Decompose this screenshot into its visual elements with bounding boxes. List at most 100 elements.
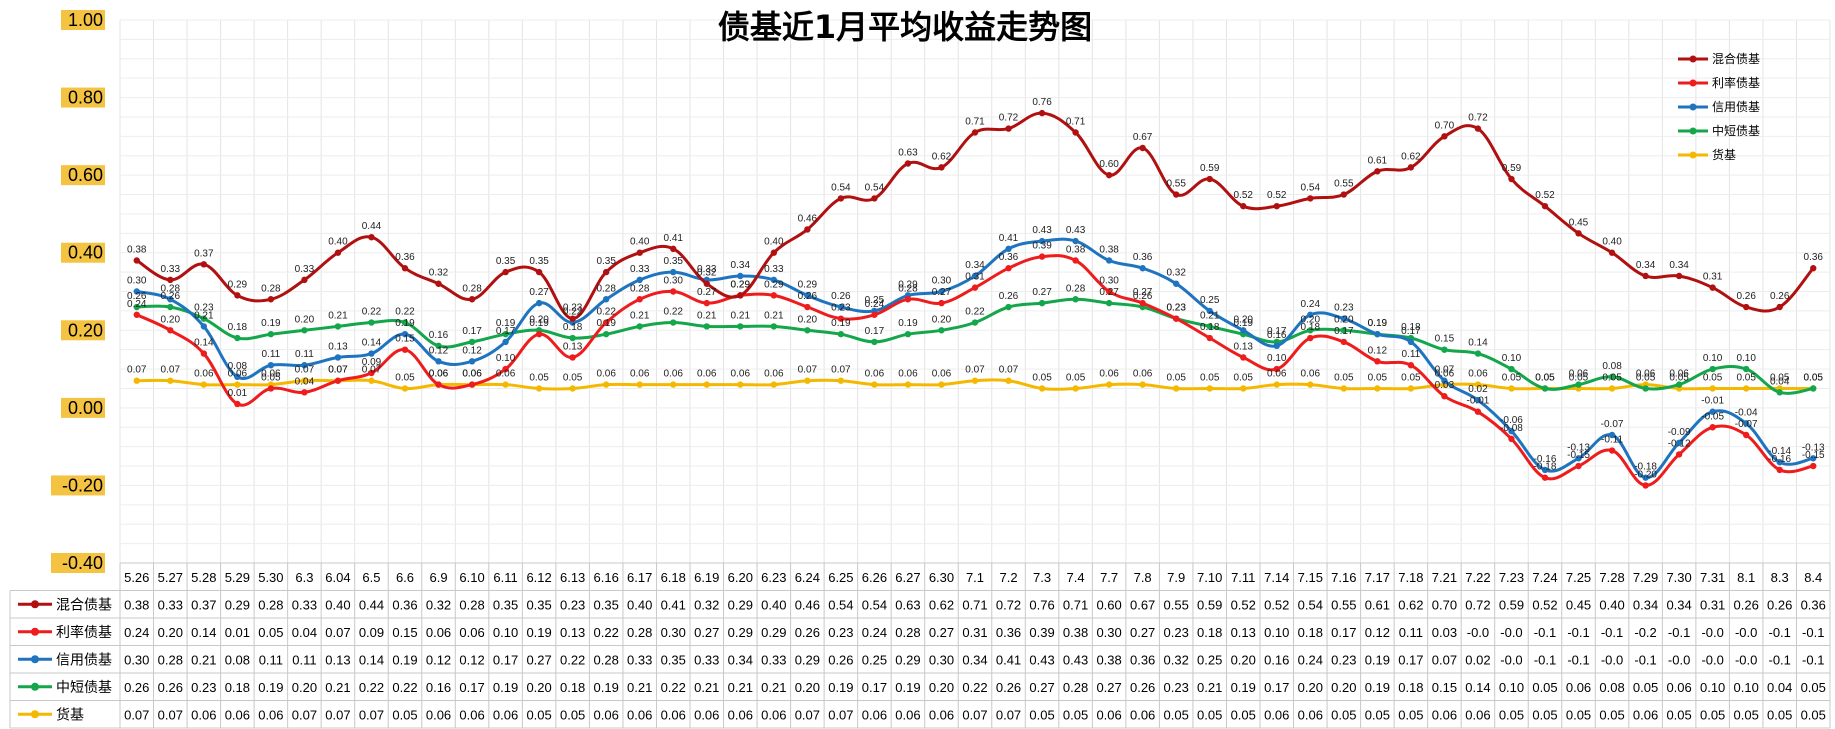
- legend-marker: [1689, 79, 1697, 87]
- table-cell: -0.1: [1802, 652, 1824, 667]
- data-point: [1038, 299, 1046, 307]
- data-label: 0.22: [563, 307, 583, 318]
- data-point: [971, 319, 979, 326]
- data-point: [1608, 249, 1616, 256]
- x-tick-label: 7.3: [1033, 570, 1051, 585]
- data-point: [737, 323, 744, 330]
- data-point: [904, 296, 912, 303]
- table-cell: 0.41: [996, 652, 1021, 667]
- data-point: [1307, 381, 1314, 388]
- data-point: [636, 296, 643, 303]
- data-label: 0.18: [1401, 322, 1421, 333]
- table-cell: 0.35: [594, 597, 619, 612]
- data-point: [871, 195, 878, 202]
- table-cell: 0.06: [1096, 707, 1121, 722]
- data-point: [167, 327, 174, 334]
- data-label: 0.19: [1368, 318, 1388, 329]
- data-label: -0.07: [1735, 419, 1758, 430]
- data-point: [200, 315, 208, 322]
- data-point: [1240, 202, 1247, 210]
- table-cell: 0.38: [1096, 652, 1121, 667]
- table-cell: -0.1: [1769, 625, 1791, 640]
- data-label: 0.40: [764, 237, 784, 248]
- data-point: [904, 160, 912, 167]
- data-label: 0.41: [999, 233, 1019, 244]
- data-label: 0.38: [1066, 244, 1086, 255]
- data-label: 0.33: [630, 264, 650, 275]
- data-label: 0.40: [1602, 237, 1622, 248]
- table-cell: 0.19: [493, 680, 518, 695]
- data-point: [670, 319, 677, 326]
- x-tick-label: 6.19: [694, 570, 719, 585]
- data-label: 0.05: [1703, 372, 1723, 383]
- data-point: [1072, 385, 1079, 392]
- data-label: 0.06: [1301, 369, 1321, 380]
- data-label: -0.14: [1768, 446, 1791, 457]
- table-cell: 0.28: [459, 597, 484, 612]
- data-label: 0.43: [1032, 225, 1052, 236]
- data-label: 0.41: [664, 233, 684, 244]
- table-cell: 0.14: [359, 652, 384, 667]
- data-point: [267, 330, 275, 338]
- data-label: 0.30: [1099, 276, 1119, 287]
- data-point: [1441, 377, 1448, 384]
- data-point: [1407, 164, 1415, 171]
- table-cell: 0.06: [1633, 707, 1658, 722]
- data-label: 0.03: [1435, 380, 1455, 391]
- data-label: 0.01: [228, 388, 248, 399]
- data-point: [1709, 408, 1716, 415]
- data-point: [737, 272, 744, 280]
- data-label: 0.61: [1368, 155, 1388, 166]
- data-point: [804, 303, 811, 311]
- data-label: 0.26: [127, 291, 147, 302]
- table-cell: 0.44: [359, 597, 384, 612]
- data-point: [837, 303, 845, 311]
- table-cell: 0.08: [225, 652, 250, 667]
- table-cell: 0.35: [661, 652, 686, 667]
- data-label: 0.05: [1669, 372, 1689, 383]
- data-point: [1541, 385, 1549, 392]
- data-label: 0.06: [462, 369, 482, 380]
- table-cell: 0.37: [191, 597, 216, 612]
- legend-label: 信用债基: [1712, 100, 1760, 114]
- table-cell: 0.06: [895, 707, 920, 722]
- table-cell: 0.26: [996, 680, 1021, 695]
- data-label: 0.54: [1301, 182, 1321, 193]
- data-label: 0.40: [630, 237, 650, 248]
- table-cell: 0.12: [426, 652, 451, 667]
- data-label: 0.13: [1234, 341, 1254, 352]
- y-tick-label: 0.20: [68, 320, 103, 340]
- data-label: 0.28: [161, 283, 181, 294]
- data-label: 0.06: [664, 369, 684, 380]
- table-cell: 0.32: [1164, 652, 1189, 667]
- x-tick-label: 7.21: [1432, 570, 1457, 585]
- data-label: 0.25: [865, 295, 885, 306]
- table-cell: 0.36: [392, 597, 417, 612]
- table-cell: -0.0: [1735, 625, 1757, 640]
- data-point: [234, 381, 241, 388]
- table-cell: 0.05: [1164, 707, 1189, 722]
- data-label: 0.05: [1401, 372, 1421, 383]
- table-cell: 0.20: [292, 680, 317, 695]
- table-cell: -0.1: [1802, 625, 1824, 640]
- data-point: [234, 400, 241, 408]
- data-label: 0.31: [965, 272, 985, 283]
- x-tick-label: 7.16: [1331, 570, 1356, 585]
- table-cell: -0.1: [1534, 625, 1556, 640]
- data-label: 0.20: [798, 314, 818, 325]
- data-label: 0.35: [496, 256, 516, 267]
- data-label: 0.06: [1435, 369, 1455, 380]
- data-label: -0.08: [1500, 423, 1523, 434]
- data-point: [1608, 447, 1616, 454]
- data-label: 0.10: [1502, 353, 1522, 364]
- data-point: [1407, 361, 1415, 369]
- data-label: 0.19: [395, 318, 415, 329]
- y-tick-label: 0.40: [68, 243, 103, 263]
- data-point: [401, 385, 409, 392]
- data-point: [770, 381, 778, 388]
- table-cell: 0.21: [728, 680, 753, 695]
- data-label: -0.13: [1567, 442, 1590, 453]
- data-point: [1206, 334, 1213, 342]
- data-label: 0.12: [429, 345, 449, 356]
